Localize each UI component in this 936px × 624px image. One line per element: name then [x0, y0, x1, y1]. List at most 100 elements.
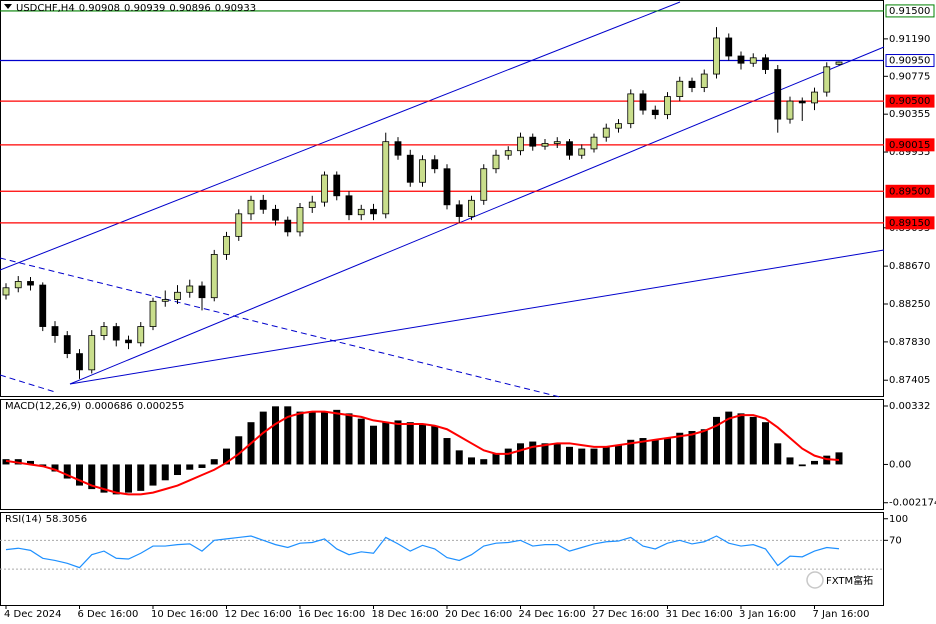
- macd-bar: [333, 409, 341, 465]
- candle-body: [63, 335, 71, 355]
- macd-bar: [345, 413, 353, 465]
- macd-bar: [210, 459, 218, 465]
- macd-bar: [406, 422, 414, 465]
- candle-body: [198, 285, 206, 299]
- level-tag-label: 0.89150: [889, 218, 930, 229]
- x-tick-label: 31 Dec 16:00: [666, 609, 733, 620]
- x-tick-label: 18 Dec 16:00: [372, 609, 439, 620]
- rsi-line: [5, 535, 840, 569]
- candle-body: [749, 57, 757, 64]
- watermark: FXTM富拓: [826, 574, 873, 587]
- panel-label-part: 0.90908: [79, 3, 120, 14]
- macd-bar: [553, 443, 561, 465]
- candle-body: [615, 123, 622, 129]
- candle-body: [713, 37, 720, 75]
- candle-body: [835, 61, 843, 65]
- candle-body: [480, 168, 488, 201]
- y-tick-label: 0.90775: [889, 71, 930, 82]
- macd-bar: [88, 464, 96, 490]
- x-tick-label: 4 Dec 2024: [4, 609, 62, 620]
- macd-bar: [517, 443, 524, 465]
- panel-label-part: 0.90933: [215, 3, 256, 14]
- x-tick-label: 12 Dec 16:00: [225, 609, 292, 620]
- level-tag: [885, 216, 935, 230]
- level-tag: [885, 94, 935, 108]
- candle-body: [174, 291, 181, 300]
- macd-bar: [394, 420, 402, 465]
- macd-bar: [835, 452, 843, 465]
- candle-body: [235, 213, 243, 237]
- y-tick-label: 0.00332: [889, 401, 930, 412]
- candle-body: [578, 148, 586, 156]
- candle-body: [553, 141, 561, 144]
- y-tick-label: 0.90355: [889, 109, 930, 120]
- candle-body: [517, 136, 524, 152]
- candle-body: [431, 159, 439, 170]
- macd-bar: [541, 443, 549, 465]
- candle-body: [161, 299, 169, 302]
- candle-body: [88, 335, 96, 371]
- macd-bar: [272, 406, 279, 465]
- candle-body: [272, 208, 279, 221]
- level-tag: [885, 184, 935, 198]
- candle-body: [651, 109, 659, 116]
- signal-line: [5, 410, 840, 496]
- candle-body: [223, 235, 230, 255]
- macd-bar: [762, 422, 769, 465]
- menu-arrow: [4, 4, 12, 9]
- candle-body: [627, 93, 635, 125]
- macd-bar: [504, 448, 512, 465]
- macd-bar: [749, 416, 757, 465]
- level-tag-label: 0.89500: [889, 186, 930, 197]
- panel-label-part: USDCHF,H4: [16, 3, 75, 14]
- plot: 0.911900.907750.903550.899350.890950.886…: [0, 3, 936, 620]
- macd-bar: [431, 425, 439, 465]
- macd-bar: [161, 464, 169, 481]
- y-tick-label: 0.87830: [889, 337, 930, 348]
- candle-body: [51, 326, 59, 336]
- y-tick-label: 100: [889, 514, 908, 525]
- dashed-trend: [0, 374, 56, 393]
- candle-body: [737, 55, 745, 64]
- candle-body: [602, 127, 610, 138]
- macd-bar: [492, 453, 500, 465]
- candle-body: [664, 96, 671, 116]
- macd-bar: [198, 464, 206, 468]
- candle-body: [308, 201, 316, 208]
- candle-body: [541, 143, 549, 147]
- candle-body: [137, 326, 145, 344]
- channel-lower: [69, 46, 885, 385]
- macd-bar: [370, 425, 377, 465]
- panel-label-part: RSI(14): [5, 514, 42, 525]
- panel-label: MACD(12,26,9) 0.000686 0.000255: [5, 401, 184, 412]
- candle-body: [345, 195, 353, 216]
- candle-body: [259, 199, 267, 210]
- candle-body: [798, 100, 806, 104]
- candle-body: [566, 141, 573, 156]
- macd-bar: [27, 460, 34, 465]
- macd-bar: [713, 416, 720, 465]
- macd-bar: [357, 418, 365, 465]
- x-tick-label: 16 Dec 16:00: [298, 609, 365, 620]
- candle-body: [492, 154, 500, 170]
- candle-body: [774, 69, 782, 120]
- candle-body: [590, 136, 598, 150]
- macd-bar: [186, 464, 194, 470]
- y-tick-label: 0.87405: [889, 375, 930, 386]
- panel-label-part: MACD(12,26,9): [5, 401, 81, 412]
- macd-bar: [174, 464, 181, 476]
- candle-body: [419, 159, 426, 183]
- macd-bar: [651, 439, 659, 465]
- candle-body: [186, 285, 194, 293]
- watermark-icon: [806, 571, 824, 589]
- channel-upper: [0, 1, 681, 271]
- macd-bar: [223, 448, 230, 465]
- candle-body: [811, 91, 818, 104]
- candle-body: [39, 284, 47, 327]
- candle-body: [112, 326, 120, 341]
- candle-body: [762, 57, 769, 70]
- candle-body: [333, 174, 341, 197]
- candle-body: [468, 199, 475, 217]
- level-tag: [885, 4, 935, 18]
- candle-body: [284, 219, 292, 233]
